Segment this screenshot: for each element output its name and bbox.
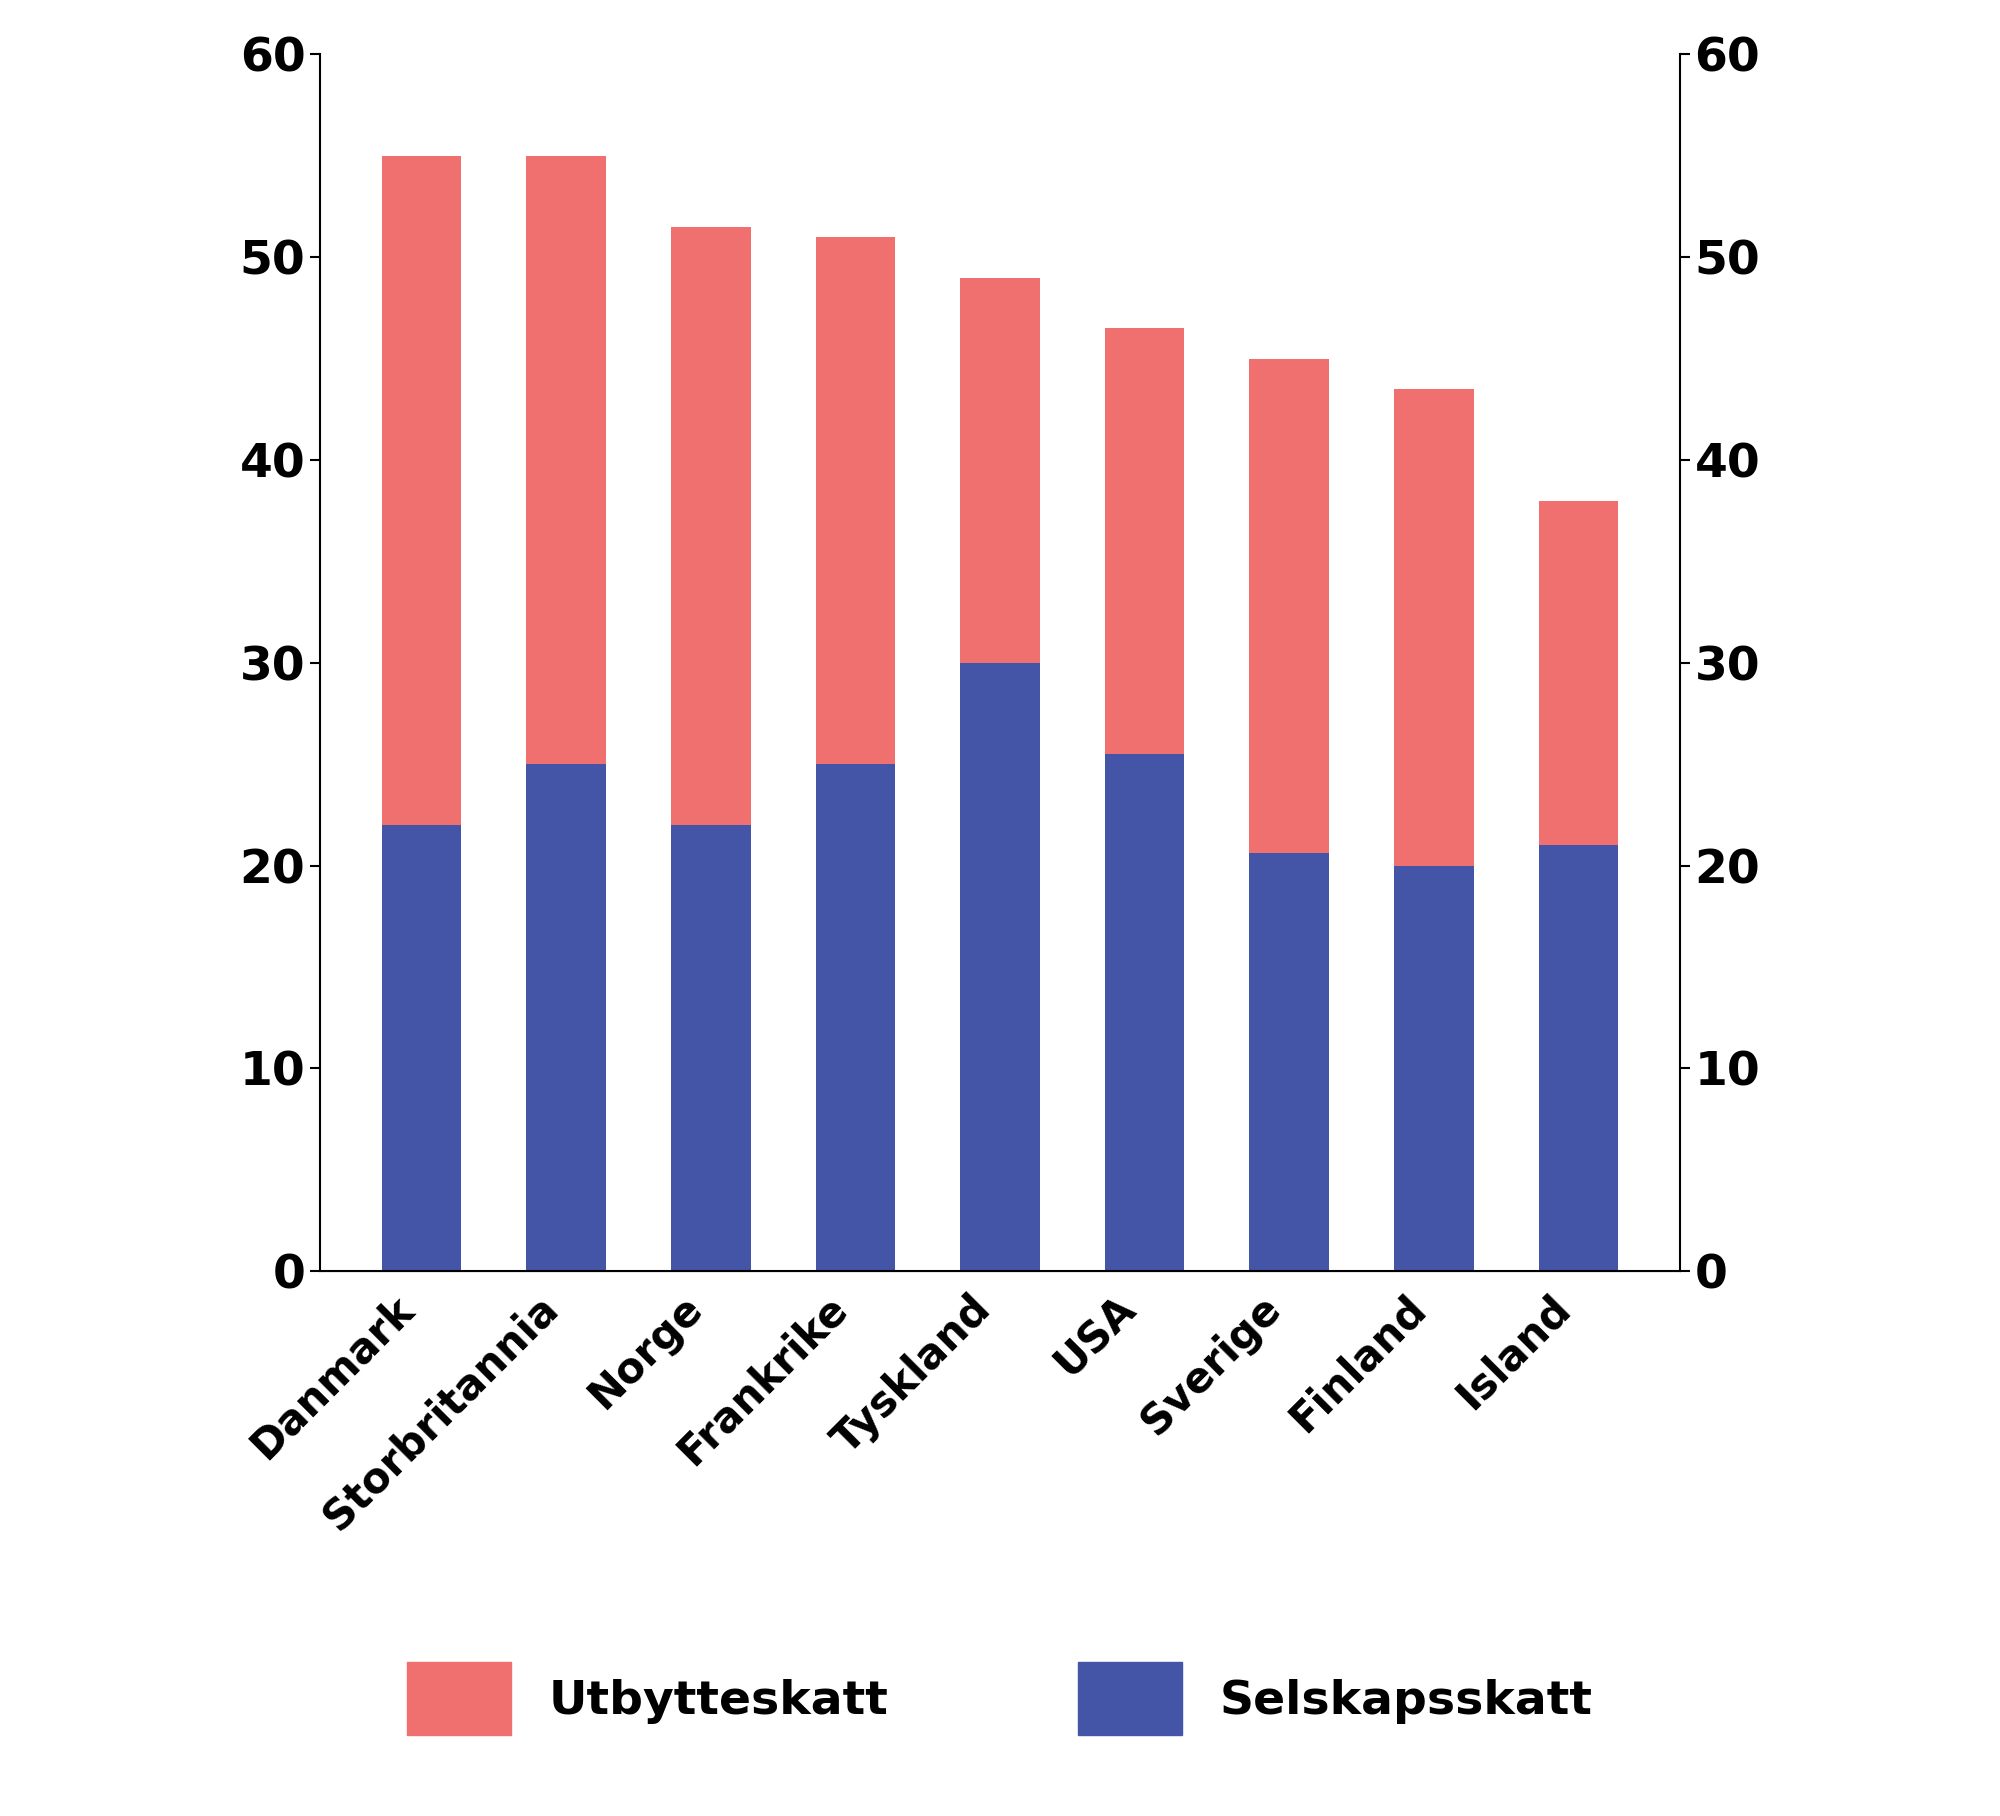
Bar (1394, 389, 1474, 866)
Bar (382, 156, 462, 824)
Bar (816, 765, 896, 1271)
Bar (526, 765, 606, 1271)
Bar (672, 227, 750, 824)
Bar (816, 238, 896, 765)
Bar (1104, 754, 1184, 1271)
Bar (1104, 329, 1184, 754)
Bar (1250, 360, 1328, 854)
Bar (1538, 501, 1618, 844)
Bar (1394, 866, 1474, 1271)
Bar (526, 156, 606, 765)
Legend: Utbytteskatt, Selskapsskatt: Utbytteskatt, Selskapsskatt (384, 1638, 1616, 1758)
Bar (672, 824, 750, 1271)
Bar (1250, 854, 1328, 1271)
Bar (960, 278, 1040, 663)
Bar (382, 824, 462, 1271)
Bar (1538, 844, 1618, 1271)
Bar (960, 663, 1040, 1271)
